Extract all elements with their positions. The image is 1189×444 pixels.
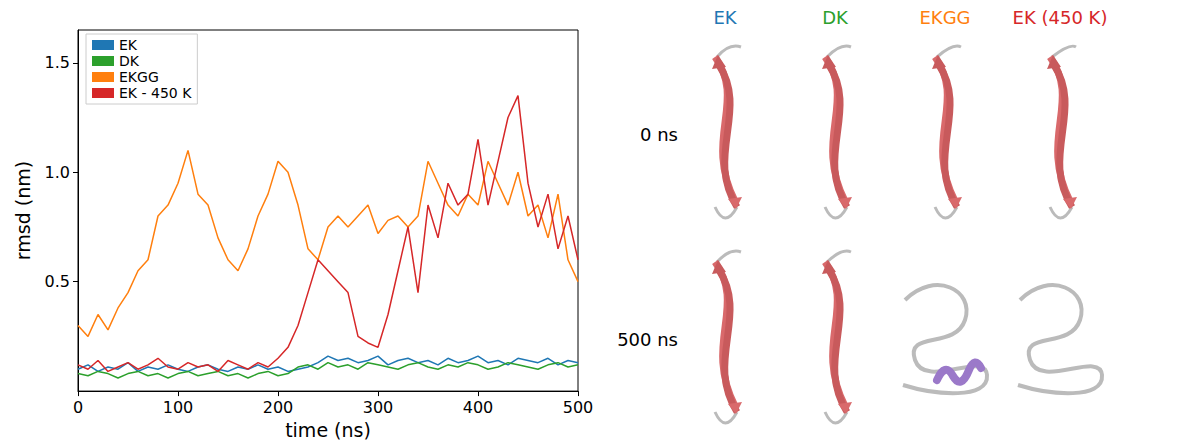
- svg-text:rmsd (nm): rmsd (nm): [12, 161, 34, 260]
- svg-text:200: 200: [263, 398, 294, 417]
- svg-text:EK: EK: [713, 7, 737, 28]
- svg-text:EKGG: EKGG: [119, 69, 159, 85]
- svg-text:500: 500: [563, 398, 594, 417]
- svg-text:400: 400: [463, 398, 494, 417]
- svg-text:EK (450 K): EK (450 K): [1013, 7, 1108, 28]
- svg-text:EK - 450 K: EK - 450 K: [119, 85, 192, 101]
- svg-text:EKGG: EKGG: [919, 7, 970, 28]
- svg-text:DK: DK: [822, 7, 849, 28]
- svg-text:1.0: 1.0: [45, 163, 70, 182]
- svg-text:EK: EK: [119, 37, 138, 53]
- svg-text:0: 0: [73, 398, 83, 417]
- svg-text:DK: DK: [119, 53, 140, 69]
- svg-text:500 ns: 500 ns: [617, 329, 678, 350]
- svg-text:300: 300: [363, 398, 394, 417]
- svg-text:0.5: 0.5: [45, 272, 70, 291]
- svg-text:100: 100: [163, 398, 194, 417]
- svg-text:0 ns: 0 ns: [640, 124, 678, 145]
- svg-text:time (ns): time (ns): [285, 419, 371, 441]
- svg-text:1.5: 1.5: [45, 53, 70, 72]
